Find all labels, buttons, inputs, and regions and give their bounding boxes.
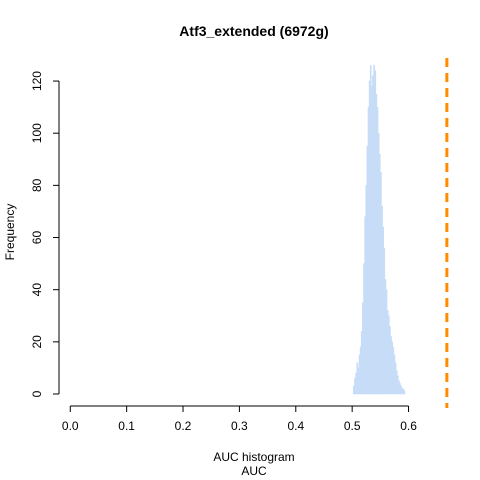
x-tick-label: 0.4 (287, 419, 304, 433)
chart-title: Atf3_extended (6972g) (179, 23, 328, 39)
y-axis-label: Frequency (3, 204, 17, 261)
x-tick-label: 0.5 (344, 419, 361, 433)
y-axis: 0 20 40 60 80 100 120 (30, 71, 60, 397)
y-tick-label: 80 (30, 178, 44, 192)
x-tick-label: 0.1 (118, 419, 135, 433)
histogram-bars (353, 65, 406, 395)
y-tick-label: 20 (30, 335, 44, 349)
histogram-bar (403, 391, 406, 395)
x-tick-label: 0.3 (231, 419, 248, 433)
x-axis: 0.0 0.1 0.2 0.3 0.4 0.5 0.6 (62, 405, 417, 433)
y-tick-label: 40 (30, 283, 44, 297)
y-tick-label: 60 (30, 231, 44, 245)
x-tick-label: 0.0 (62, 419, 79, 433)
y-tick-label: 120 (30, 71, 44, 91)
x-axis-sublabel: AUC (241, 464, 267, 478)
x-axis-label: AUC histogram (213, 450, 294, 464)
x-tick-label: 0.6 (400, 419, 417, 433)
y-tick-label: 0 (30, 390, 44, 397)
x-tick-label: 0.2 (175, 419, 192, 433)
y-tick-label: 100 (30, 123, 44, 143)
